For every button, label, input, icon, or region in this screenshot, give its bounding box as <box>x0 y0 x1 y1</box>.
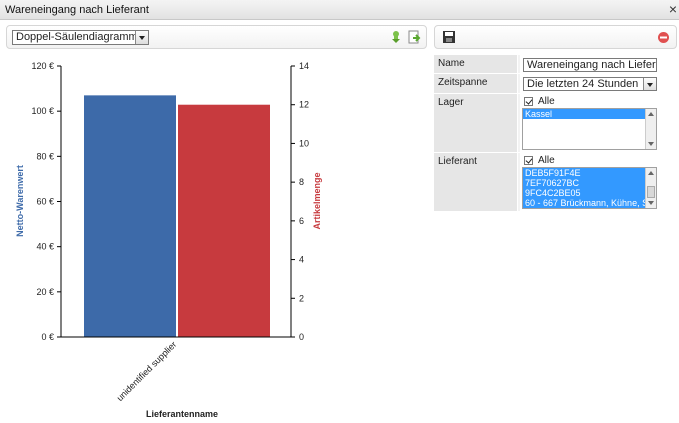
y-tick-label-left: 20 € <box>36 287 54 297</box>
y-tick-label-left: 80 € <box>36 151 54 161</box>
scroll-down-icon[interactable] <box>648 201 654 205</box>
zeitspanne-value-cell: Die letzten 24 Stunden <box>520 74 659 93</box>
name-label: Name <box>434 55 518 73</box>
scroll-down-icon[interactable] <box>648 142 654 146</box>
lieferant-listbox[interactable]: DEB5F91F4E 7EF70627BC 9FC4C2BE05 60 - 66… <box>522 167 657 209</box>
name-input[interactable]: Wareneingang nach Lieferant <box>523 58 657 72</box>
y-tick-label-right: 0 <box>299 332 304 342</box>
zeitspanne-selected: Die letzten 24 Stunden <box>527 78 639 90</box>
x-axis-title: Lieferantenname <box>146 409 218 419</box>
window-titlebar: Wareneingang nach Lieferant × <box>0 0 679 20</box>
chart-toolbar: Doppel-Säulendiagramm <box>6 25 427 49</box>
lager-list-item[interactable]: Kassel <box>523 109 645 119</box>
lager-all-checkbox[interactable] <box>524 97 533 106</box>
lieferant-list-item[interactable]: 9FC4C2BE05 <box>523 188 646 198</box>
lieferant-label: Lieferant <box>434 153 518 211</box>
bar-netto-warenwert <box>84 95 176 337</box>
y-tick-label-left: 100 € <box>31 106 54 116</box>
y-tick-label-left: 40 € <box>36 242 54 252</box>
prop-row-lager: Lager Alle Kassel <box>434 94 659 152</box>
lager-value-cell: Alle Kassel <box>520 94 659 152</box>
scroll-thumb[interactable] <box>647 186 655 198</box>
lieferant-all-checkbox[interactable] <box>524 156 533 165</box>
delete-icon[interactable] <box>657 31 671 45</box>
chart-type-selected: Doppel-Säulendiagramm <box>16 31 138 43</box>
prop-row-zeitspanne: Zeitspanne Die letzten 24 Stunden <box>434 74 659 93</box>
zeitspanne-select[interactable]: Die letzten 24 Stunden <box>523 77 657 91</box>
bar-chart: 0 € 20 € 40 € 60 € 80 € 100 € 120 € 0 2 4 6 8 10 12 14… <box>15 61 322 419</box>
y-axis-title-left: Netto-Warenwert <box>15 165 25 237</box>
download-icon[interactable] <box>389 30 403 44</box>
y-tick-label-left: 0 € <box>41 332 54 342</box>
properties-toolbar <box>434 25 677 49</box>
y-tick-label-right: 6 <box>299 216 304 226</box>
y-tick-label-right: 10 <box>299 138 309 148</box>
lieferant-scrollbar[interactable] <box>645 168 656 208</box>
lager-label: Lager <box>434 94 518 152</box>
y-tick-label-right: 14 <box>299 61 309 71</box>
bar-artikelmenge <box>178 104 270 337</box>
lieferant-value-cell: Alle DEB5F91F4E 7EF70627BC 9FC4C2BE05 60… <box>520 153 659 211</box>
y-tick-label-right: 8 <box>299 177 304 187</box>
chevron-down-icon[interactable] <box>135 31 148 44</box>
y-tick-label-right: 2 <box>299 293 304 303</box>
chart-type-select[interactable]: Doppel-Säulendiagramm <box>12 30 149 45</box>
x-tick-label: unidentified supplier <box>115 339 179 403</box>
prop-row-lieferant: Lieferant Alle DEB5F91F4E 7EF70627BC 9FC… <box>434 153 659 211</box>
y-tick-label-left: 60 € <box>36 197 54 207</box>
close-icon[interactable]: × <box>668 1 677 17</box>
lieferant-all-label: Alle <box>538 155 555 166</box>
scroll-up-icon[interactable] <box>648 171 654 175</box>
name-value-cell: Wareneingang nach Lieferant <box>520 55 659 73</box>
y-tick-label-right: 12 <box>299 100 309 110</box>
lieferant-list-item[interactable]: DEB5F91F4E <box>523 168 646 178</box>
lager-all-label: Alle <box>538 96 555 107</box>
zeitspanne-label: Zeitspanne <box>434 74 518 93</box>
y-tick-label-left: 120 € <box>31 61 54 71</box>
save-icon[interactable] <box>442 30 456 44</box>
window-title: Wareneingang nach Lieferant <box>5 4 149 16</box>
lieferant-list-item[interactable]: 7EF70627BC <box>523 178 646 188</box>
prop-row-name: Name Wareneingang nach Lieferant <box>434 55 659 73</box>
y-tick-label-right: 4 <box>299 255 304 265</box>
lager-scrollbar[interactable] <box>645 109 656 149</box>
export-icon[interactable] <box>407 30 421 44</box>
chevron-down-icon[interactable] <box>643 78 656 90</box>
lieferant-list-item[interactable]: 60 - 667 Brückmann, Kühne, S <box>523 198 646 208</box>
lager-listbox[interactable]: Kassel <box>522 108 657 150</box>
scroll-up-icon[interactable] <box>648 112 654 116</box>
y-axis-title-right: Artikelmenge <box>312 172 322 229</box>
